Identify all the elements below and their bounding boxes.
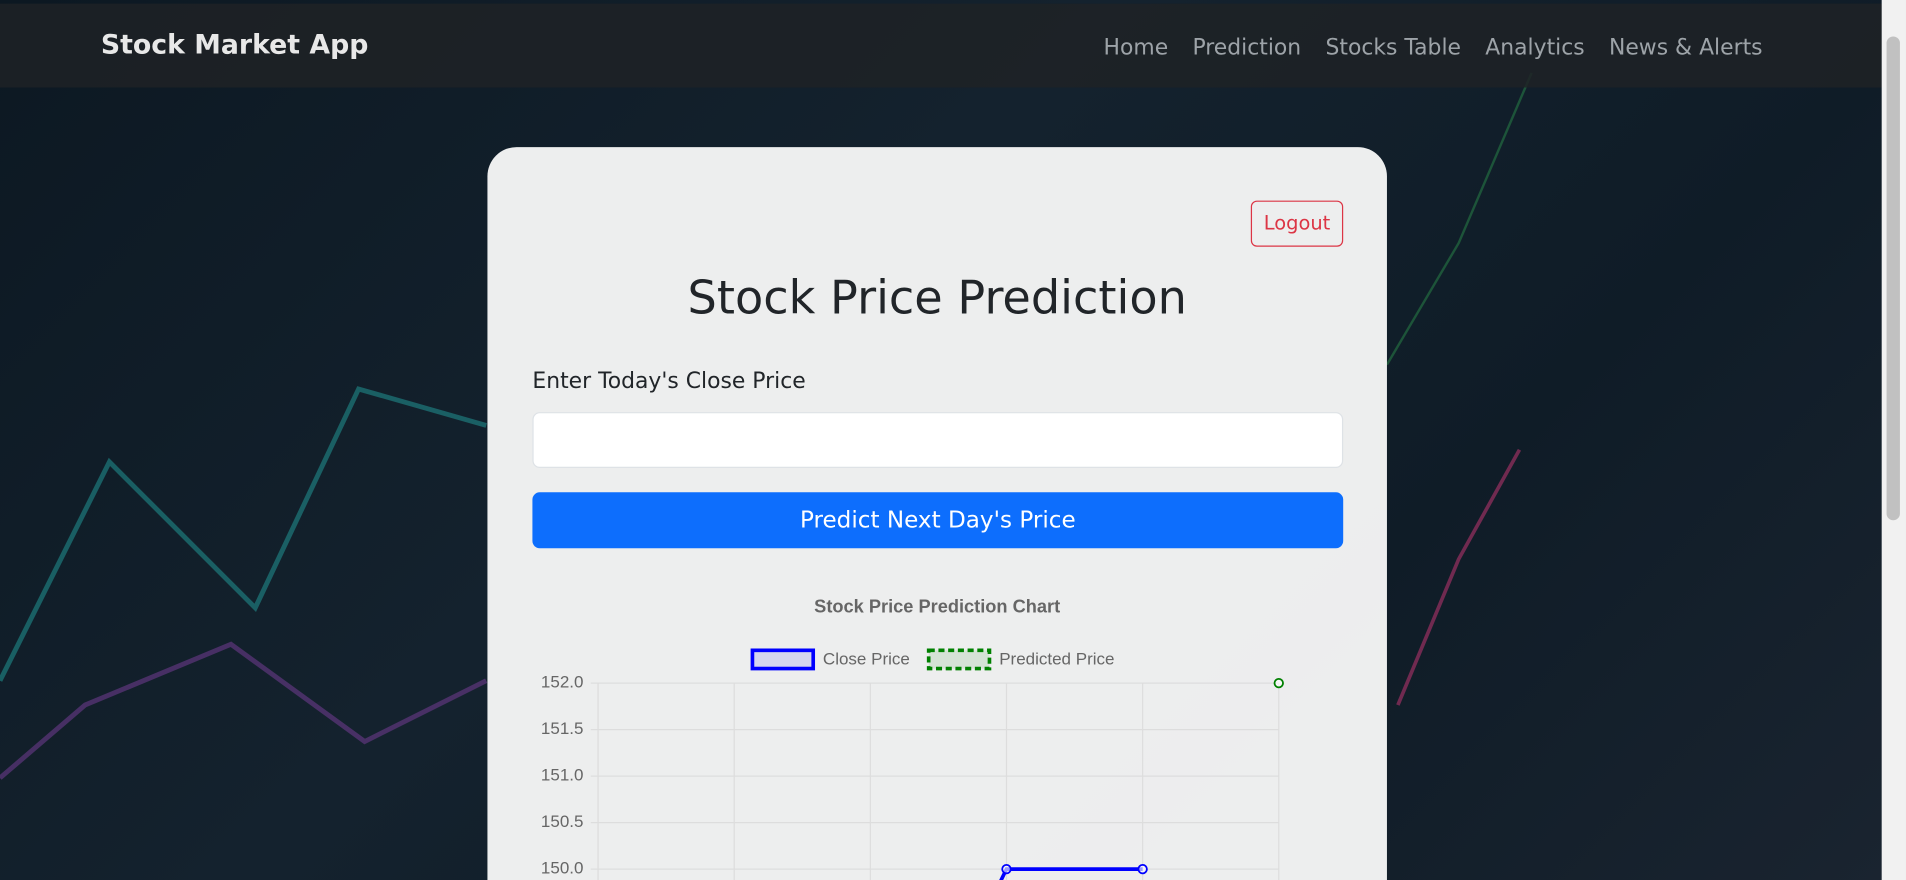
y-tick-label: 150.0 bbox=[541, 859, 584, 878]
navbar: Stock Market App Home Prediction Stocks … bbox=[0, 3, 1882, 88]
y-tick-label: 151.0 bbox=[541, 766, 584, 785]
scrollbar-thumb[interactable] bbox=[1886, 36, 1900, 521]
logout-button[interactable]: Logout bbox=[1250, 200, 1344, 247]
legend-swatch bbox=[750, 648, 816, 671]
nav-link[interactable]: Prediction bbox=[1192, 35, 1302, 61]
nav-link[interactable]: News & Alerts bbox=[1608, 35, 1763, 61]
close-price-input[interactable] bbox=[532, 412, 1344, 468]
data-point bbox=[1001, 863, 1012, 875]
legend-label: Close Price bbox=[823, 650, 910, 669]
legend-label: Predicted Price bbox=[999, 650, 1114, 669]
prediction-card: Logout Stock Price Prediction Enter Toda… bbox=[487, 147, 1387, 880]
input-label: Enter Today's Close Price bbox=[532, 368, 806, 394]
y-tick-label: 152.0 bbox=[541, 673, 584, 692]
y-tick-label: 151.5 bbox=[541, 719, 584, 738]
y-tick-label: 150.5 bbox=[541, 812, 584, 831]
data-point bbox=[1137, 863, 1148, 875]
predict-button[interactable]: Predict Next Day's Price bbox=[532, 492, 1344, 549]
nav-link[interactable]: Analytics bbox=[1485, 35, 1585, 61]
legend-swatch bbox=[926, 648, 992, 671]
nav-link[interactable]: Home bbox=[1103, 35, 1169, 61]
data-point bbox=[1273, 677, 1284, 689]
nav-link[interactable]: Stocks Table bbox=[1325, 35, 1461, 61]
page-title: Stock Price Prediction bbox=[687, 271, 1187, 325]
chart: Stock Price Prediction Chart 152.0 151.5 1… bbox=[541, 596, 1284, 880]
nav-links: Home Prediction Stocks Table Analytics N… bbox=[1104, 35, 1763, 61]
chart-title: Stock Price Prediction Chart bbox=[814, 596, 1060, 617]
brand[interactable]: Stock Market App bbox=[100, 30, 369, 61]
